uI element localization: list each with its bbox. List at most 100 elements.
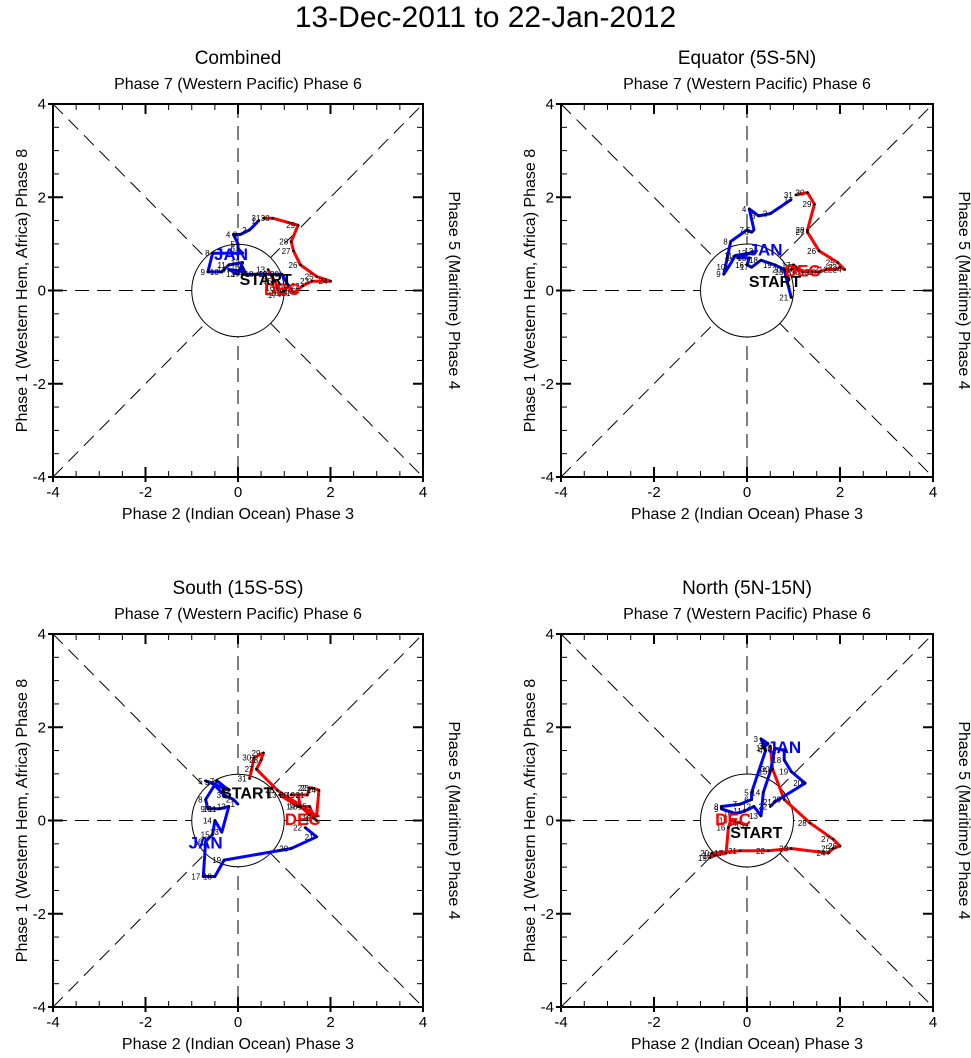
x-tick-label: 4: [929, 1014, 937, 1031]
data-point: [782, 758, 786, 762]
month-label-jan: JAN: [767, 738, 801, 757]
y-tick-label: 2: [546, 189, 554, 206]
data-point: [785, 270, 788, 274]
day-label: 20: [793, 779, 802, 788]
data-point: [255, 272, 258, 276]
data-point: [315, 835, 318, 839]
right-axis-label: Phase 5 (Maritime) Phase 4: [445, 191, 462, 389]
day-label: 21: [763, 798, 772, 807]
data-point: [757, 214, 760, 218]
day-label: 7: [210, 777, 215, 786]
day-label: 29: [803, 200, 812, 209]
data-point: [810, 270, 814, 274]
panel-equator: Equator (5S-5N) Phase 7 (Western Pacific)…: [522, 48, 971, 523]
data-point: [729, 240, 733, 243]
y-tick-label: 2: [38, 719, 46, 736]
day-label: 13: [744, 247, 753, 256]
data-point: [792, 263, 795, 267]
day-label: 26: [265, 786, 274, 795]
panel-title: South (15S-5S): [173, 578, 304, 599]
x-tick-label: -2: [647, 1014, 660, 1031]
day-label: 17: [305, 817, 314, 826]
y-tick-label: 4: [38, 96, 46, 113]
top-axis-label: Phase 7 (Western Pacific) Phase 6: [114, 76, 362, 93]
day-label: 8: [723, 238, 728, 247]
day-label: 15: [298, 803, 307, 812]
day-label: 28: [798, 819, 807, 828]
day-label: 17: [268, 291, 277, 300]
data-point: [308, 786, 311, 790]
month-label-jan: JAN: [749, 241, 783, 260]
y-tick-label: -4: [541, 999, 554, 1016]
data-point: [278, 793, 281, 797]
data-point: [755, 249, 758, 253]
data-point: [220, 830, 224, 834]
day-label: 31: [238, 775, 247, 784]
month-label-dec: DEC: [715, 810, 751, 829]
x-axis-label: Phase 2 (Indian Ocean) Phase 3: [631, 506, 863, 523]
day-label: 11: [208, 805, 217, 814]
day-label: 7: [740, 226, 745, 235]
data-point: [782, 749, 786, 752]
data-point: [789, 296, 793, 299]
data-point: [222, 793, 226, 797]
data-point: [280, 272, 284, 276]
data-point: [771, 767, 774, 771]
data-point: [296, 793, 300, 797]
day-label: 5: [231, 240, 236, 249]
panel-title: Combined: [195, 48, 282, 69]
day-label: 19: [698, 854, 707, 863]
data-point: [206, 270, 210, 274]
data-point: [315, 819, 318, 822]
data-point: [782, 268, 786, 271]
data-point: [806, 228, 809, 232]
day-label: 1: [231, 800, 236, 809]
day-label: 11: [733, 807, 742, 816]
day-label: 20: [700, 849, 709, 858]
data-point: [278, 293, 281, 297]
data-point: [243, 270, 247, 274]
data-point: [836, 261, 839, 264]
day-label: 16: [302, 814, 311, 823]
day-label: 18: [703, 851, 712, 860]
day-label: 21: [728, 847, 737, 856]
day-label: 23: [828, 263, 837, 272]
day-label: 16: [716, 823, 725, 832]
data-point: [722, 272, 726, 276]
data-point: [248, 228, 251, 232]
day-label: 16: [265, 284, 274, 293]
y-axis-label: Phase 1 (Western Hem, Africa) Phase 8: [522, 679, 539, 962]
day-label: 4: [226, 231, 231, 240]
data-point: [296, 805, 300, 808]
month-label-jan: JAN: [214, 245, 248, 264]
day-label: 12: [742, 803, 751, 812]
day-label: 21: [305, 833, 314, 842]
day-label: 17: [714, 849, 723, 858]
day-label: 27: [282, 247, 291, 256]
day-label: 10: [723, 810, 732, 819]
panel-combined: Combined Phase 7 (Western Pacific) Phase …: [14, 48, 462, 523]
data-point: [796, 268, 800, 271]
day-label: 10: [716, 263, 725, 272]
y-tick-label: 4: [546, 96, 554, 113]
data-point: [232, 798, 235, 801]
day-label: 26: [807, 247, 816, 256]
data-point: [292, 291, 295, 295]
data-point: [310, 786, 314, 790]
day-label: 22: [291, 282, 300, 291]
data-point: [834, 268, 837, 271]
day-label: 24: [833, 266, 842, 275]
data-point: [255, 767, 258, 771]
day-label: 2: [226, 796, 231, 805]
right-axis-label: Phase 5 (Maritime) Phase 4: [955, 721, 971, 919]
x-tick-label: -2: [139, 1014, 152, 1031]
day-label: 6: [744, 228, 749, 237]
day-label: 25: [826, 259, 835, 268]
data-point: [827, 851, 830, 855]
data-point: [727, 265, 730, 269]
data-point: [227, 263, 231, 267]
data-point: [211, 781, 214, 785]
day-label: 9: [714, 805, 719, 814]
data-point: [282, 289, 286, 292]
